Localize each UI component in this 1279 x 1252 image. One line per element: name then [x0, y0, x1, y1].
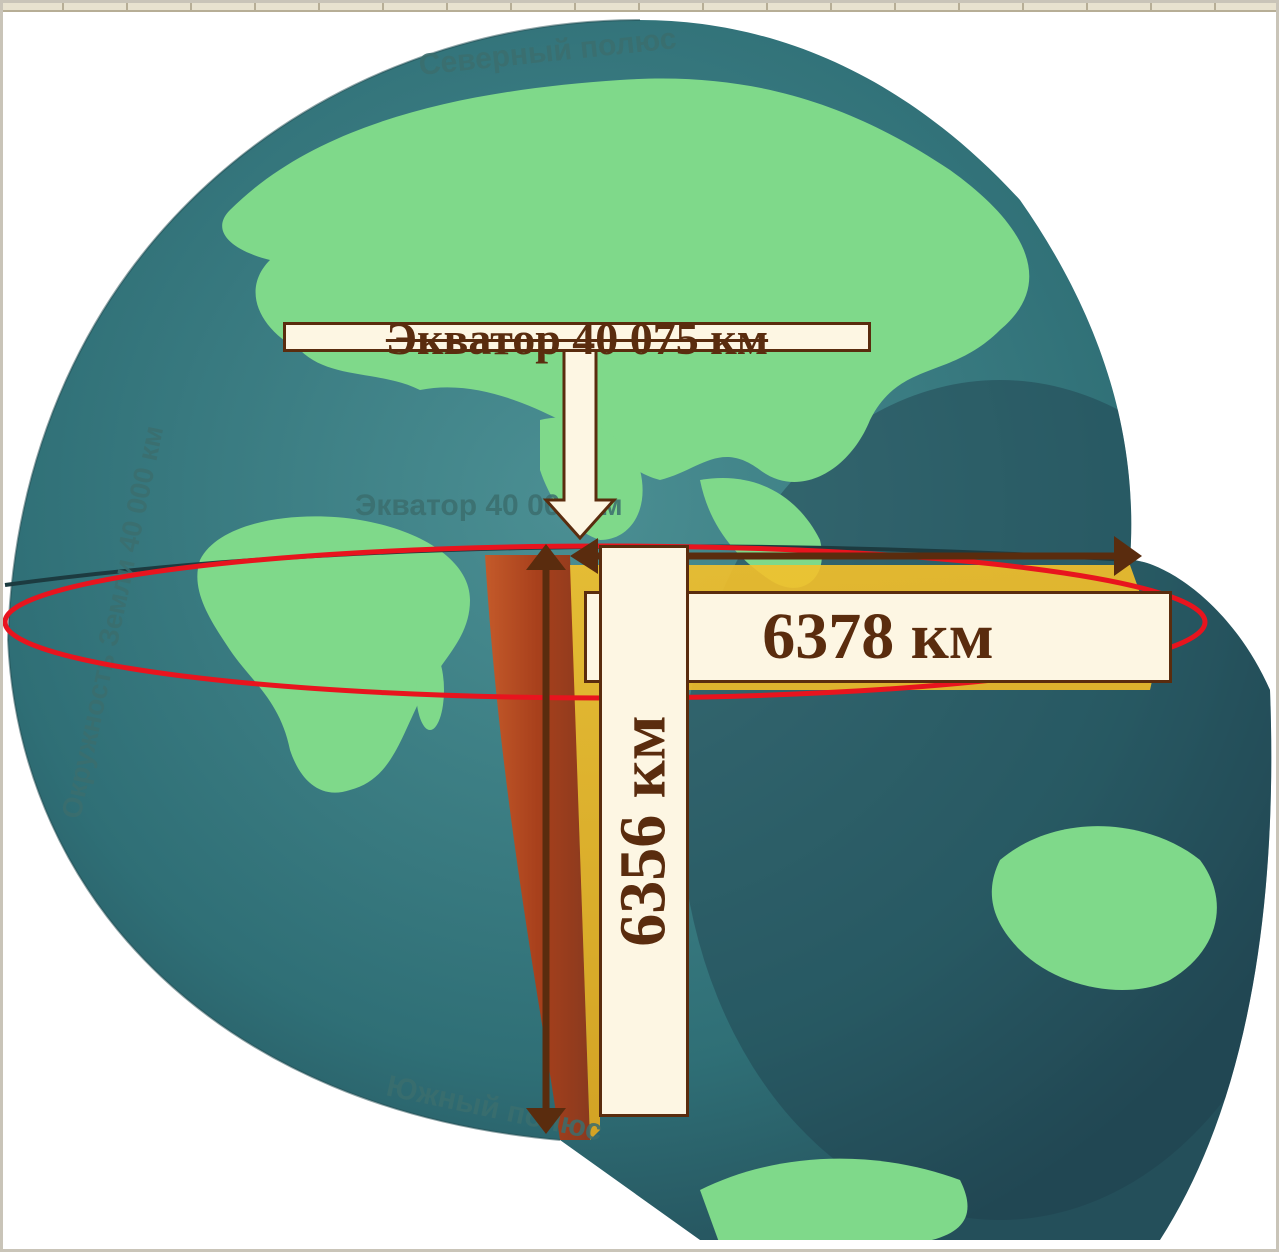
cutaway-crust — [485, 555, 590, 1140]
equatorial-radius-text: 6378 км — [762, 600, 994, 673]
eurasia-landmass — [222, 78, 1030, 482]
africa-landmass — [197, 516, 470, 793]
polar-radius-text: 6356 км — [607, 715, 681, 947]
australia-landmass — [991, 826, 1217, 990]
top-ruler — [0, 0, 1279, 12]
southeast-asia-landmass — [700, 478, 822, 588]
equator-callout-arrow — [542, 348, 618, 541]
antarctica-landmass — [700, 1158, 968, 1240]
polar-radius-label: 6356 км — [599, 545, 689, 1117]
madagascar-landmass — [416, 650, 444, 730]
equator-length-label: Экватор 40 075 км — [283, 313, 871, 364]
equator-length-text: Экватор 40 075 км — [385, 313, 769, 364]
polar-radius-arrow — [526, 544, 566, 1134]
